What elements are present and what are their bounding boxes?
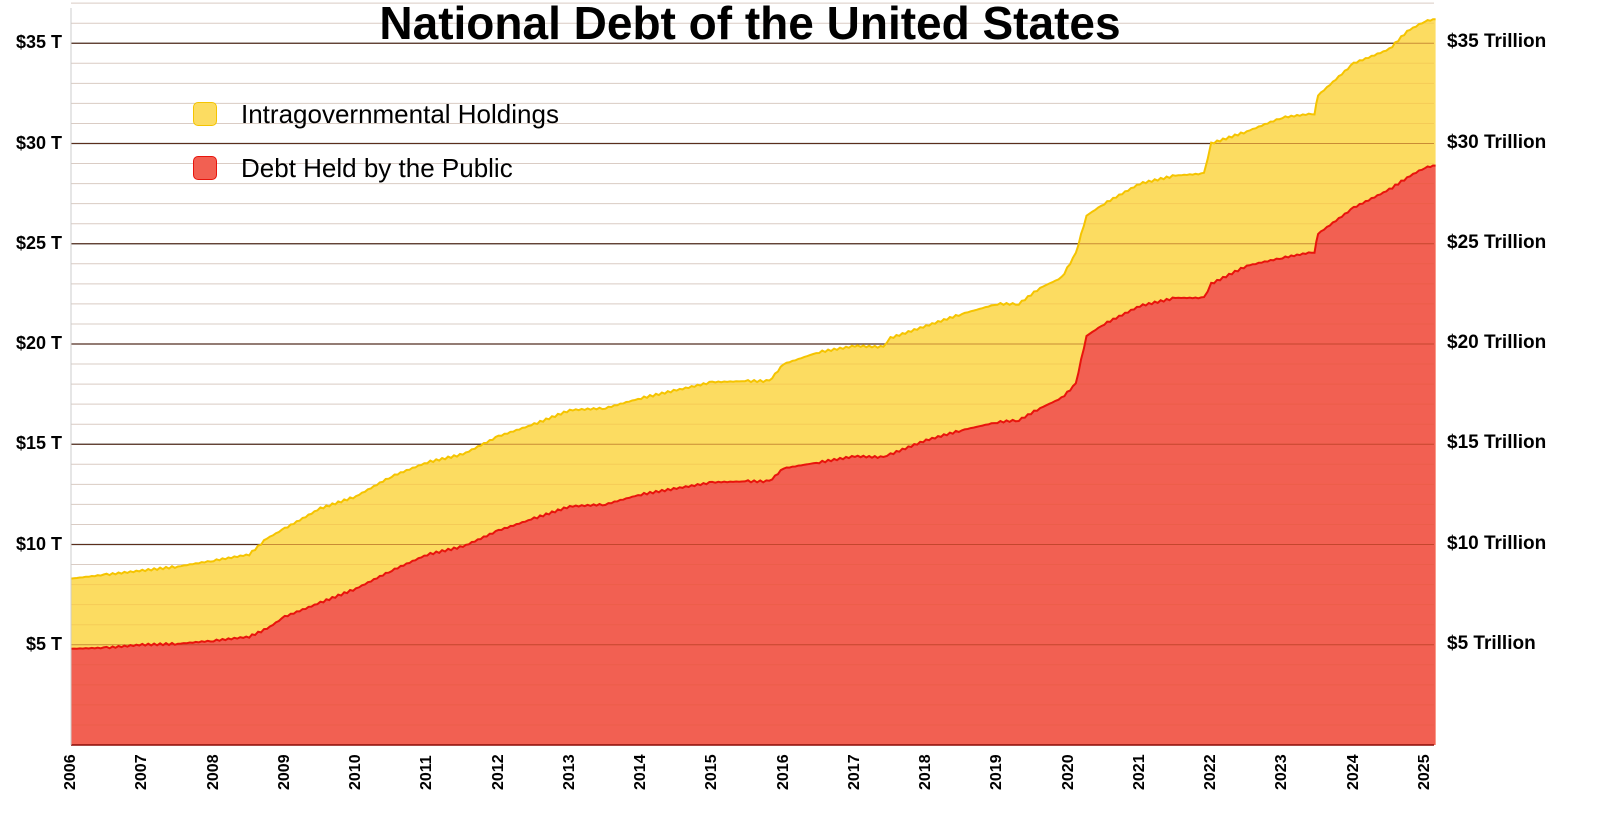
- x-tick-label: 2018: [917, 754, 935, 790]
- legend-label: Intragovernmental Holdings: [241, 98, 559, 129]
- x-tick-label: 2006: [62, 754, 79, 790]
- x-tick-label: 2011: [418, 755, 436, 790]
- debt-held-by-public-area: [71, 165, 1436, 745]
- y-tick-label-left: $15 T: [15, 433, 62, 454]
- y-tick-label-right: $15 Trillion: [1447, 432, 1547, 454]
- y-tick-label-left: $10 T: [15, 533, 62, 554]
- x-tick-label: 2021: [1130, 754, 1148, 790]
- x-tick-label: 2015: [703, 754, 721, 790]
- x-tick-label: 2020: [1059, 754, 1077, 790]
- y-tick-label-right: $10 Trillion: [1447, 532, 1547, 554]
- x-tick-label: 2016: [774, 754, 792, 790]
- y-tick-label-left: $30 T: [15, 132, 62, 153]
- legend-item-intragovernmental: Intragovernmental Holdings: [193, 98, 559, 129]
- gridlines-over-area: [71, 2, 1434, 726]
- x-tick-label: 2013: [560, 754, 578, 790]
- y-tick-label-right: $25 Trillion: [1447, 231, 1547, 253]
- y-tick-label-left: $20 T: [15, 333, 62, 353]
- chart-title: National Debt of the United States: [379, 0, 1121, 49]
- legend-item-public: Debt Held by the Public: [193, 152, 559, 183]
- y-tick-label-left: $35 T: [15, 32, 62, 53]
- x-tick-label: 2025: [1415, 754, 1433, 790]
- x-tick-label: 2009: [275, 754, 293, 790]
- legend-label: Debt Held by the Public: [241, 152, 513, 183]
- x-tick-label: 2007: [133, 754, 151, 790]
- legend-swatch-intragovernmental: [193, 102, 217, 126]
- y-tick-label-left: $25 T: [15, 232, 62, 253]
- y-tick-label-right: $20 Trillion: [1447, 332, 1547, 353]
- x-tick-label: 2023: [1273, 754, 1291, 790]
- x-tick-label: 2012: [489, 754, 507, 790]
- x-tick-label: 2022: [1202, 754, 1220, 790]
- legend: Intragovernmental Holdings Debt Held by …: [193, 98, 559, 208]
- y-tick-label-right: $30 Trillion: [1447, 131, 1547, 153]
- public-debt-line: [70, 164, 1436, 650]
- x-tick-label: 2024: [1344, 754, 1362, 790]
- total-debt-line: [70, 18, 1436, 580]
- y-tick-label-right: $5 Trillion: [1447, 632, 1536, 654]
- x-tick-label: 2014: [632, 754, 650, 790]
- x-tick-label: 2019: [988, 754, 1006, 790]
- legend-swatch-public: [193, 156, 217, 180]
- x-tick-label: 2008: [204, 754, 222, 790]
- x-tick-label: 2010: [347, 754, 365, 790]
- x-tick-label: 2017: [845, 754, 863, 790]
- y-tick-label-right: $35 Trillion: [1447, 31, 1547, 53]
- y-tick-label-left: $5 T: [25, 633, 62, 654]
